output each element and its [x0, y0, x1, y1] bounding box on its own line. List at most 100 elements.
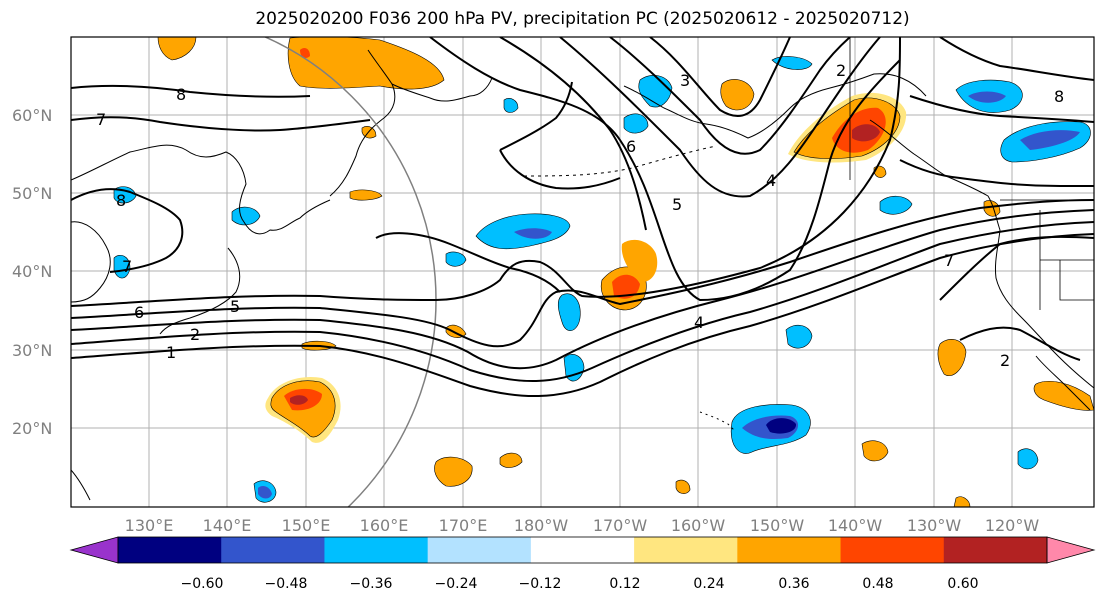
- pv-contour-label: 7: [122, 257, 132, 276]
- gridlines: [71, 37, 1094, 507]
- colorbar-segment: [634, 537, 738, 563]
- colorbar-tick-label: 0.36: [778, 576, 809, 592]
- precip-pos-region: [287, 37, 445, 90]
- precip-pos-region: [852, 124, 880, 142]
- colorbar-tick-label: 0.48: [862, 576, 893, 592]
- lon-label: 150°E: [282, 516, 331, 535]
- precip-pos-region: [612, 274, 640, 299]
- lon-label: 180°W: [514, 516, 569, 535]
- precip-neg-region: [503, 98, 519, 113]
- pv-contour-label: 3: [680, 71, 690, 90]
- map-title: 2025020200 F036 200 hPa PV, precipitatio…: [255, 9, 910, 29]
- pv-contour: [71, 84, 311, 98]
- precip-pos-region: [675, 479, 691, 494]
- pv-contour-label: 4: [766, 171, 776, 190]
- longitude-labels: 130°E 140°E 150°E 160°E 170°E 180°W 170°…: [125, 516, 1040, 535]
- pv-contour-labels: 8 7 6 5 2 1 7 8 6 5 4 4 3 7 2 2 8: [96, 61, 1064, 370]
- coastlines: [71, 37, 1094, 501]
- pv-contour: [429, 37, 901, 302]
- map-background: [71, 37, 1094, 507]
- pv-contour: [71, 221, 1094, 382]
- pv-contour-label: 8: [1054, 87, 1064, 106]
- coastline-baja: [1035, 355, 1091, 411]
- precip-pos-region: [499, 452, 523, 468]
- lat-label: 40°N: [12, 262, 52, 281]
- colorbar-tick-labels: −0.60 −0.48 −0.36 −0.24 −0.12 0.12 0.24 …: [181, 576, 979, 592]
- pv-contour-label: 1: [166, 343, 176, 362]
- precip-pos-region: [434, 456, 473, 487]
- pv-contour-label: 6: [626, 137, 636, 156]
- coastline-na-west: [995, 229, 1094, 389]
- precip-pos-region: [937, 339, 967, 376]
- colorbar-tick-label: −0.12: [519, 576, 562, 592]
- precip-neg-region: [1017, 448, 1039, 470]
- precip-neg-region: [514, 228, 552, 239]
- precip-pos-region: [861, 440, 889, 462]
- pv-contour-label: 6: [134, 303, 144, 322]
- pv-contour: [959, 326, 1081, 361]
- precip-neg-region: [1020, 130, 1080, 150]
- coastline-kamchatka: [329, 49, 396, 197]
- pv-contour: [649, 37, 791, 117]
- lat-label: 60°N: [12, 106, 52, 125]
- precip-neg-region: [445, 251, 467, 267]
- lon-label: 170°W: [593, 516, 648, 535]
- pv-contour-label: 5: [230, 297, 240, 316]
- colorbar-tick-label: −0.60: [181, 576, 224, 592]
- pv-contour: [939, 235, 1094, 301]
- colorbar-frame: [117, 536, 1048, 564]
- precip-neg-region: [766, 418, 797, 434]
- colorbar-segment: [324, 537, 429, 563]
- pv-contour: [609, 37, 851, 155]
- precip-neg-region: [785, 324, 813, 349]
- precip-pos-region: [290, 395, 308, 405]
- precip-pos-region: [300, 48, 310, 58]
- precip-pos-region: [953, 496, 971, 507]
- colorbar-tick-label: −0.48: [265, 576, 308, 592]
- pv-contour: [899, 159, 1094, 187]
- colorbar-segment: [737, 537, 842, 563]
- colorbar-segment: [427, 537, 532, 563]
- pv-contour-label: 5: [672, 195, 682, 214]
- precip-neg-region: [557, 293, 581, 331]
- coastline-asia: [71, 221, 111, 303]
- pv-contour: [909, 95, 1094, 123]
- pv-contour: [71, 116, 371, 132]
- lat-label: 30°N: [12, 341, 52, 360]
- precip-neg-region: [623, 113, 649, 134]
- precip-neg-region: [113, 255, 131, 279]
- colorbar-tick-label: 0.24: [693, 576, 724, 592]
- coastline-asia: [71, 144, 331, 235]
- pv-contour: [375, 232, 561, 293]
- precip-neg-region: [879, 195, 913, 215]
- pv-contour-label: 2: [1000, 351, 1010, 370]
- colorbar-segment: [118, 537, 222, 563]
- pv-contour: [939, 37, 1094, 81]
- lon-label: 140°W: [828, 516, 883, 535]
- coastline-alaska: [623, 73, 927, 139]
- precip-pos-region: [349, 189, 383, 201]
- pv-contour-label: 4: [694, 313, 704, 332]
- lon-label: 140°E: [203, 516, 252, 535]
- lon-label: 160°W: [671, 516, 726, 535]
- colorbar-segment: [221, 537, 325, 563]
- precip-pos-region: [621, 239, 658, 282]
- pv-contour: [71, 37, 901, 307]
- precip-neg-region: [968, 91, 1006, 103]
- latitude-labels: 60°N 50°N 40°N 30°N 20°N: [12, 106, 52, 438]
- precip-neg-region: [563, 354, 585, 382]
- pv-contour: [499, 37, 647, 231]
- colorbar-tick-label: 0.12: [609, 576, 640, 592]
- lon-label: 130°W: [907, 516, 962, 535]
- lat-label: 50°N: [12, 184, 52, 203]
- precip-anomaly-fills: [113, 37, 1094, 507]
- pv-contour-label: 8: [116, 191, 126, 210]
- precip-neg-region: [258, 486, 272, 499]
- precip-neg-region: [771, 56, 813, 70]
- precip-pos-region: [157, 37, 197, 61]
- lon-label: 130°E: [125, 516, 174, 535]
- precip-pos-region: [1033, 381, 1094, 411]
- lon-label: 150°W: [750, 516, 805, 535]
- pv-contour: [71, 188, 184, 273]
